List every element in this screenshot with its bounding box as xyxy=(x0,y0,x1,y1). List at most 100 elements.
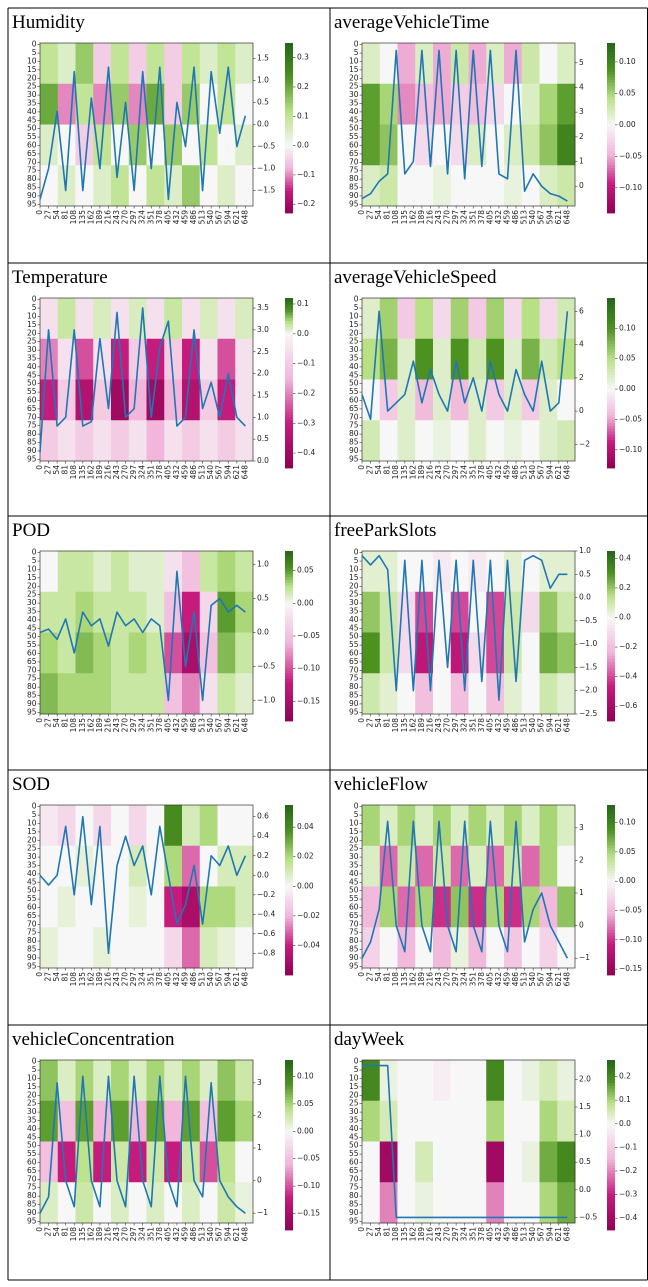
heatmap-cell xyxy=(362,805,381,847)
colorbar-step xyxy=(285,836,293,840)
colorbar-step xyxy=(607,579,615,583)
y2-tick-label: 0.0 xyxy=(579,1185,591,1194)
heatmap-cell xyxy=(521,591,540,633)
colorbar-step xyxy=(607,1096,615,1101)
colorbar-step xyxy=(607,1164,615,1169)
y-tick-label: 45 xyxy=(27,370,37,379)
x-tick-label: 243 xyxy=(434,210,443,225)
heatmap-cell xyxy=(199,632,218,674)
colorbar-tick-label: 0.00 xyxy=(297,598,314,607)
heatmap-cell xyxy=(557,886,576,928)
heatmap-cell xyxy=(128,805,147,847)
colorbar-step xyxy=(607,354,615,358)
colorbar-step xyxy=(607,638,615,643)
colorbar-step xyxy=(285,1077,293,1081)
x-tick-label: 405 xyxy=(485,718,494,733)
x-tick-label: 54 xyxy=(374,210,383,220)
colorbar-step xyxy=(607,210,615,214)
heatmap-cell xyxy=(539,805,558,847)
y-tick-label: 35 xyxy=(349,1115,359,1124)
colorbar-step xyxy=(607,701,615,705)
colorbar-step xyxy=(607,51,615,55)
heatmap-cell xyxy=(199,420,218,462)
y-tick-label: 60 xyxy=(27,396,37,405)
colorbar-step xyxy=(607,334,615,339)
colorbar-step xyxy=(607,1136,615,1140)
x-tick-label: 648 xyxy=(562,718,571,733)
y2-tick-label: 3 xyxy=(579,107,584,116)
colorbar-step xyxy=(285,459,293,463)
x-tick-label: 0 xyxy=(35,972,44,977)
colorbar-step xyxy=(607,596,615,600)
colorbar-step xyxy=(607,647,615,651)
colorbar-step xyxy=(285,867,293,871)
y-tick-label: 0 xyxy=(354,1057,359,1066)
colorbar-step xyxy=(607,929,615,933)
heatmap-cell xyxy=(75,420,94,462)
colorbar-step xyxy=(607,147,615,152)
colorbar-step xyxy=(285,1122,293,1126)
x-tick-label: 459 xyxy=(502,718,511,733)
colorbar-step xyxy=(607,1085,615,1089)
colorbar-step xyxy=(285,425,293,429)
heatmap-cell xyxy=(128,551,147,593)
colorbar-step xyxy=(285,805,293,809)
colorbar-step xyxy=(607,1187,615,1191)
colorbar-step xyxy=(285,573,293,577)
colorbar-step xyxy=(607,667,615,671)
colorbar-tick-label: 0.00 xyxy=(297,1126,314,1135)
heatmap-cell xyxy=(111,43,130,85)
x-tick-label: 0 xyxy=(357,972,366,977)
x-tick-label: 135 xyxy=(400,972,409,987)
y-tick-label: 15 xyxy=(27,827,37,836)
heatmap-cell xyxy=(415,1141,434,1183)
colorbar-step xyxy=(285,343,293,347)
y-tick-label: 85 xyxy=(27,438,37,447)
y-tick-label: 85 xyxy=(27,945,37,954)
y-tick-label: 70 xyxy=(349,412,359,421)
x-tick-label: 297 xyxy=(451,1227,460,1242)
colorbar-step xyxy=(285,207,293,211)
y2-tick-label: 5 xyxy=(579,58,584,67)
colorbar-step xyxy=(285,1094,293,1098)
colorbar-step xyxy=(285,147,293,152)
colorbar-step xyxy=(285,397,293,401)
colorbar-step xyxy=(285,1088,293,1092)
y-tick-label: 60 xyxy=(27,903,37,912)
colorbar-step xyxy=(607,658,615,662)
heatmap-cell xyxy=(362,338,381,380)
colorbar-step xyxy=(607,116,615,120)
heatmap-cell xyxy=(146,124,165,166)
colorbar-step xyxy=(607,102,615,106)
x-tick-label: 135 xyxy=(400,718,409,733)
colorbar-step xyxy=(607,1201,615,1205)
heatmap-cell xyxy=(504,1141,523,1183)
y-tick-label: 15 xyxy=(349,1082,359,1091)
x-tick-label: 405 xyxy=(485,210,494,225)
heatmap-cell xyxy=(111,551,130,593)
colorbar-step xyxy=(607,687,615,691)
heatmap-cell xyxy=(521,886,540,928)
colorbar-step xyxy=(285,190,293,194)
colorbar-step xyxy=(607,661,615,665)
heatmap-cell xyxy=(75,591,94,633)
heatmap-cell xyxy=(468,165,487,207)
colorbar-tick-label: −0.2 xyxy=(619,642,637,651)
colorbar-step xyxy=(607,1111,615,1115)
heatmap-cell xyxy=(75,632,94,674)
heatmap-cell xyxy=(57,420,76,462)
heatmap-cell xyxy=(539,338,558,380)
colorbar-step xyxy=(607,551,615,555)
heatmap-cell xyxy=(75,338,94,380)
heatmap-cell xyxy=(75,886,94,928)
x-tick-label: 297 xyxy=(451,465,460,480)
heatmap-cell xyxy=(199,43,218,85)
y-tick-label: 45 xyxy=(349,1132,359,1141)
heatmap-cell xyxy=(235,83,254,125)
x-tick-label: 189 xyxy=(417,465,426,480)
x-tick-label: 351 xyxy=(468,210,477,225)
x-tick-label: 459 xyxy=(502,972,511,987)
x-tick-label: 81 xyxy=(383,465,392,475)
colorbar-step xyxy=(285,819,293,823)
colorbar-step xyxy=(285,366,293,370)
